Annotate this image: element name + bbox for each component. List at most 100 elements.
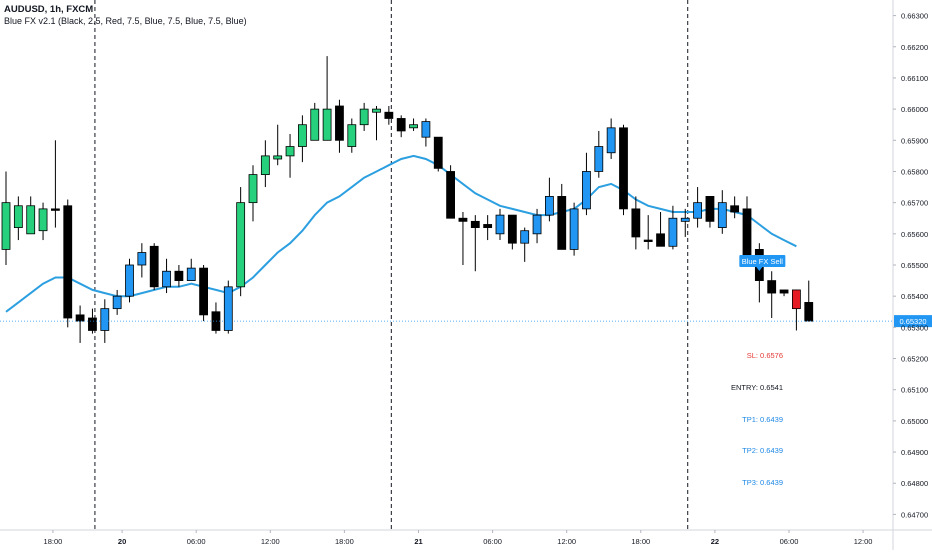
candle: [384, 106, 394, 125]
candle-body: [532, 214, 542, 235]
candle-body: [335, 105, 344, 141]
x-tick-label: 20: [118, 537, 126, 546]
candle: [162, 258, 171, 294]
candle: [507, 214, 517, 250]
x-tick-label: 06:00: [187, 537, 206, 546]
candle: [433, 136, 443, 172]
y-tick-label: 0.65900: [901, 136, 928, 145]
candle: [211, 302, 221, 334]
y-tick-label: 0.66300: [901, 12, 928, 21]
candle-body: [51, 208, 60, 211]
candle: [125, 258, 134, 303]
candle: [532, 208, 542, 244]
candle: [273, 124, 283, 166]
y-tick-label: 0.66100: [901, 74, 928, 83]
candles-layer: [1, 56, 814, 343]
signal-label-box: [739, 255, 786, 267]
candle: [137, 243, 147, 278]
x-tick-label: 22: [711, 537, 719, 546]
candle-body: [507, 214, 517, 244]
candle-body: [582, 171, 591, 210]
candle: [779, 289, 789, 297]
candle-body: [384, 111, 394, 119]
candle-body: [495, 214, 505, 235]
y-tick-label: 0.65400: [901, 292, 928, 301]
candle: [186, 258, 196, 281]
candle-body: [705, 196, 715, 222]
candle: [347, 118, 357, 153]
candle-body: [372, 108, 381, 113]
candle: [520, 227, 530, 262]
y-tick-label: 0.65600: [901, 230, 928, 239]
candle-body: [1, 202, 11, 250]
x-tick-label: 12:00: [557, 537, 576, 546]
candle-body: [100, 308, 110, 331]
candle-body: [409, 124, 418, 129]
candle: [51, 140, 60, 228]
candle: [13, 196, 23, 241]
candle-body: [112, 295, 122, 310]
candle: [668, 205, 678, 250]
x-tick-label: 12:00: [854, 537, 873, 546]
candle: [223, 280, 233, 334]
candle: [335, 99, 344, 153]
candle: [63, 199, 73, 328]
x-tick-label: 06:00: [780, 537, 799, 546]
candle: [767, 271, 777, 318]
candle-body: [174, 270, 184, 281]
candle-body: [162, 270, 171, 288]
last-price-label: 0.65320: [899, 317, 926, 326]
candle-body: [545, 196, 554, 216]
y-tick-label: 0.64700: [901, 510, 928, 519]
candle: [804, 280, 814, 322]
candle-body: [260, 155, 270, 175]
candle: [236, 187, 246, 297]
candle-body: [236, 202, 246, 288]
candle: [174, 265, 184, 287]
candle: [754, 243, 764, 303]
candle: [248, 165, 258, 222]
candle: [619, 124, 628, 216]
candle-body: [38, 208, 48, 232]
candle-body: [186, 267, 196, 281]
candle-body: [26, 205, 36, 235]
candle: [680, 208, 690, 237]
y-tick-label: 0.65100: [901, 386, 928, 395]
x-tick-label: 12:00: [261, 537, 280, 546]
candle: [199, 265, 209, 322]
candle: [260, 140, 270, 188]
candle: [792, 289, 801, 331]
candle-body: [717, 202, 727, 228]
session-breaks: [94, 0, 689, 530]
candle: [322, 56, 332, 141]
candle: [594, 130, 604, 178]
candle: [359, 102, 369, 131]
candle: [75, 305, 85, 343]
candle-body: [446, 171, 456, 219]
candle: [297, 115, 307, 163]
candle-body: [149, 245, 159, 288]
candle: [693, 187, 702, 228]
candle: [717, 190, 727, 234]
candle: [705, 196, 715, 228]
candle-body: [631, 208, 641, 238]
sl-label: SL: 0.6576: [747, 351, 783, 360]
candle: [606, 118, 616, 159]
candle: [545, 177, 554, 222]
candle-body: [742, 208, 752, 260]
x-tick-label: 06:00: [483, 537, 502, 546]
entry-label: ENTRY: 0.6541: [731, 383, 783, 392]
candle: [495, 208, 505, 241]
candle: [631, 196, 641, 250]
last-price-tag: [894, 315, 932, 328]
candle-body: [75, 314, 85, 322]
candle-body: [248, 174, 258, 204]
tp3-label: TP3: 0.6439: [742, 478, 783, 487]
candle-body: [668, 217, 678, 247]
x-tick-label: 18:00: [631, 537, 650, 546]
candle-body: [804, 302, 814, 322]
candle-body: [322, 108, 332, 141]
candle: [112, 289, 122, 315]
